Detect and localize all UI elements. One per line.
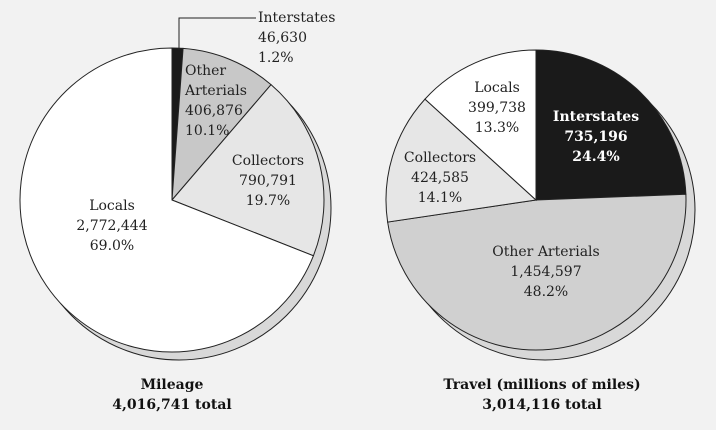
label-value-collectors: 424,585 [411,170,469,186]
mileage-total: 4,016,741 total [112,397,231,413]
label-percent-locals: 69.0% [90,238,134,254]
leader-line-interstates [178,17,256,50]
travel-total: 3,014,116 total [482,397,601,413]
slice-collectors [171,83,325,257]
label-name-interstates: Interstates [553,109,639,125]
label-value-interstates: 735,196 [564,129,627,145]
slice-other-arterials [171,47,272,202]
label-name-collectors: Collectors [232,153,304,169]
label-percent-collectors: 19.7% [246,193,290,209]
label-percent-locals: 13.3% [475,120,519,136]
mileage-title: Mileage [141,377,204,393]
label-name-locals: Locals [89,198,135,214]
label-percent-other-arterials: 10.1% [185,123,229,139]
label-value-locals: 2,772,444 [76,218,147,234]
label-percent-interstates: 24.4% [572,149,619,165]
travel-title: Travel (millions of miles) [443,377,640,393]
slice-interstates [535,49,687,201]
label-value-other-arterials: 1,454,597 [510,264,581,280]
label-name-interstates: Interstates [258,10,335,26]
mileage-pie: Interstates 46,630 1.2% Other Arterials 406,8… [19,10,335,361]
label-name-other-arterials: Other Arterials [492,244,599,260]
label-name-locals: Locals [474,80,520,96]
label-percent-collectors: 14.1% [418,190,462,206]
label-value-collectors: 790,791 [239,173,297,189]
label-percent-interstates: 1.2% [258,50,294,66]
label-value-locals: 399,738 [468,100,526,116]
label-name-other-arterials: Other [185,63,226,79]
label-value-other-arterials: 406,876 [185,103,243,119]
label-value-interstates: 46,630 [258,30,307,46]
slice-locals [19,47,315,353]
label-name-collectors: Collectors [404,150,476,166]
slice-other-arterials [387,193,687,351]
travel-pie: Interstates 735,196 24.4% Other Arterials 1,… [385,49,696,361]
label-name-other-arterials: Arterials [184,83,247,99]
label-percent-other-arterials: 48.2% [524,284,568,300]
slice-locals [424,49,537,202]
slice-collectors [385,98,538,223]
